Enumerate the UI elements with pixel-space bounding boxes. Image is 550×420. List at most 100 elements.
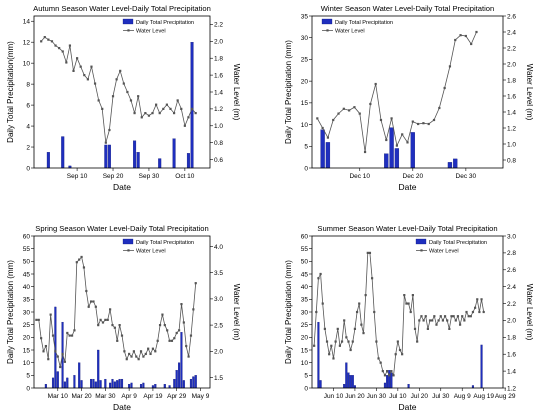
water-level-point-38	[125, 358, 128, 361]
x-tick-label: Sep 30	[139, 173, 160, 180]
precip-bar-0	[317, 321, 320, 389]
precip-bar-6	[351, 375, 354, 389]
water-level-point-17	[349, 348, 352, 352]
water-level-point-51	[422, 319, 425, 322]
y2-tick-label: 1.2	[507, 125, 516, 132]
plot-frame	[311, 235, 504, 389]
water-level-point-38	[394, 353, 397, 356]
water-level-point-20	[355, 310, 359, 314]
water-level-point-49	[418, 319, 421, 322]
water-level-point-5	[58, 46, 61, 50]
precip-bar-14	[480, 344, 483, 389]
water-level-point-4	[54, 44, 57, 47]
water-level-point-39	[180, 107, 183, 110]
x-tick-label: Apr 29	[167, 393, 187, 400]
precip-bar-14	[99, 380, 102, 389]
precip-bar-12	[94, 381, 97, 389]
precip-bar-12	[407, 384, 410, 389]
water-level-point-12	[379, 118, 383, 122]
legend-entry: Daily Total Precipitation	[335, 20, 393, 26]
water-level-point-15	[395, 144, 398, 147]
legend-marker	[127, 29, 130, 32]
water-level-point-19	[353, 327, 357, 330]
water-level-point-57	[170, 339, 174, 342]
y2-tick-label: 2.8	[507, 250, 516, 257]
precip-bar-11	[92, 378, 95, 389]
water-level-point-64	[187, 355, 190, 358]
precip-bar-7	[453, 158, 458, 169]
water-level-point-29	[144, 112, 147, 115]
water-level-point-29	[375, 340, 378, 343]
y2-tick-label: 1.4	[507, 109, 516, 116]
y2-tick-label: 1.2	[507, 385, 516, 392]
y2-tick-label: 2.0	[214, 39, 223, 46]
precip-bar-3	[345, 362, 348, 389]
precip-bar-6	[447, 162, 453, 169]
water-level-point-53	[426, 327, 429, 330]
precip-bar-3	[56, 371, 59, 389]
y-tick-label: 20	[23, 335, 31, 342]
water-level-point-1	[43, 36, 46, 39]
water-level-point-17	[101, 107, 104, 110]
water-level-point-0	[316, 117, 319, 120]
water-level-point-39	[128, 352, 131, 356]
y2-axis-label: Water Level (m)	[525, 64, 534, 121]
legend-bar-swatch	[122, 18, 134, 25]
water-level-point-67	[194, 282, 197, 285]
water-level-point-10	[59, 365, 62, 369]
legend: Daily Total Precipitation Water Level	[321, 18, 393, 35]
precip-bar-35	[189, 378, 193, 389]
y2-tick-label: 3.0	[214, 296, 223, 303]
water-level-point-59	[175, 331, 178, 335]
precip-bar-9	[186, 153, 190, 169]
water-level-point-10	[369, 102, 372, 106]
water-level-point-43	[194, 112, 197, 115]
water-level-point-45	[142, 355, 145, 358]
water-level-point-3	[42, 350, 45, 353]
water-level-point-69	[461, 315, 464, 318]
y-axis-label: Daily Total Precipitation (mm)	[284, 40, 293, 144]
water-level-point-13	[66, 331, 69, 335]
water-level-point-55	[431, 319, 434, 322]
precip-bar-9	[80, 380, 83, 389]
precip-bar-28	[163, 384, 166, 389]
water-level-point-4	[44, 344, 47, 348]
water-level-point-24	[443, 86, 446, 90]
water-level-point-23	[122, 82, 125, 85]
precip-bar-3	[389, 127, 394, 169]
y-tick-label: 45	[23, 271, 31, 278]
y-tick-label: 5	[304, 144, 308, 151]
precip-bar-5	[410, 132, 415, 169]
legend-bar-swatch	[321, 18, 333, 25]
water-level-point-11	[79, 65, 82, 68]
water-level-point-27	[370, 277, 374, 280]
water-level-point-12	[338, 344, 341, 347]
water-level-point-64	[450, 315, 453, 318]
x-tick-label: Mar 30	[95, 393, 116, 400]
water-level-point-7	[65, 61, 68, 64]
y-tick-label: 12	[23, 40, 31, 47]
y2-tick-label: 1.6	[507, 93, 516, 100]
water-level-point-6	[348, 109, 351, 112]
water-level-line	[316, 31, 477, 153]
y2-tick-label: 2.4	[507, 29, 516, 36]
water-level-point-65	[452, 315, 455, 318]
water-level-point-18	[411, 120, 414, 123]
water-level-point-24	[364, 294, 367, 297]
plot-frame	[33, 15, 211, 169]
precip-bar-6	[136, 152, 140, 169]
water-level-point-8	[54, 350, 57, 353]
water-level-point-0	[313, 344, 316, 347]
chart-title: Autumn Season Water Level-Daily Total Pr…	[33, 4, 211, 13]
x-tick-label: Sep 20	[103, 173, 124, 180]
water-level-point-22	[432, 118, 436, 122]
y2-tick-label: 0.8	[214, 140, 223, 147]
water-level-point-41	[132, 350, 135, 353]
legend: Daily Total Precipitation Water Level	[122, 18, 194, 35]
water-level-point-18	[104, 141, 107, 144]
y2-tick-label: 2.5	[214, 322, 223, 329]
y-tick-label: 25	[301, 57, 309, 64]
y-tick-label: 6	[26, 102, 30, 109]
water-level-point-16	[347, 340, 350, 343]
precip-bar-20	[118, 378, 121, 389]
